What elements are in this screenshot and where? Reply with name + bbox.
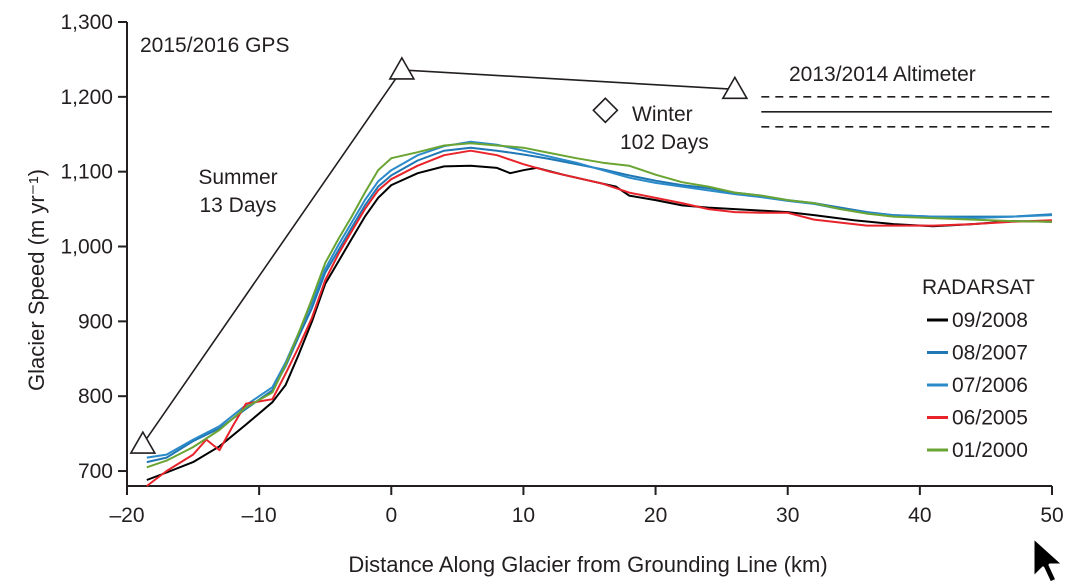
y-ticks: 700 800 900 1,000 1,100 1,200 1,300 [60, 11, 127, 483]
x-tick-label: 40 [908, 504, 931, 527]
y-tick-label: 900 [78, 310, 113, 333]
mouse-cursor-icon [1031, 535, 1066, 585]
legend: RADARSAT 09/2008 08/2007 07/2006 06/2005 01/… [922, 276, 1035, 462]
x-tick-label: 20 [644, 504, 667, 527]
y-tick-label: 700 [78, 460, 113, 483]
winter-label-line2: 102 Days [620, 131, 709, 154]
gps-triangle-marker [388, 56, 416, 80]
winter-diamond-marker [592, 97, 619, 124]
x-tick-label: 10 [512, 504, 535, 527]
y-tick-label: 1,200 [60, 86, 113, 109]
legend-entry-label: 08/2007 [952, 342, 1028, 365]
altimeter-group [761, 96, 1052, 128]
series-line-09-2008 [146, 164, 1053, 481]
x-ticks: –20 –10 0 10 20 30 40 50 [109, 486, 1064, 527]
series-group [146, 140, 1053, 487]
gps-markers [129, 56, 749, 454]
axes: –20 –10 0 10 20 30 40 50 700 800 900 1,000 1,100 1,2… [60, 11, 1063, 527]
legend-entry-label: 09/2008 [952, 309, 1028, 332]
x-tick-label: 50 [1040, 504, 1063, 527]
gps-triangle-marker [721, 75, 749, 100]
gps-triangle-marker [129, 430, 157, 454]
series-line-08-2007 [146, 146, 1053, 464]
y-tick-label: 1,100 [60, 161, 113, 184]
x-tick-label: –20 [109, 504, 144, 527]
series-line-07-2006 [146, 140, 1053, 459]
legend-entry-label: 06/2005 [952, 407, 1028, 430]
series-line-01-2000 [146, 142, 1053, 469]
summer-label-line1: Summer [198, 166, 277, 189]
legend-entry-label: 07/2006 [952, 374, 1028, 397]
gps-group [129, 56, 749, 454]
altimeter-label: 2013/2014 Altimeter [789, 63, 976, 86]
gps-line [142, 69, 735, 445]
winter-label-line1: Winter [632, 103, 693, 126]
y-axis-label: Glacier Speed (m yr⁻¹) [24, 169, 49, 391]
x-tick-label: 0 [385, 504, 397, 527]
y-tick-label: 800 [78, 385, 113, 408]
y-tick-label: 1,300 [60, 11, 113, 34]
x-tick-label: –10 [242, 504, 277, 527]
legend-title: RADARSAT [922, 276, 1035, 299]
legend-entries: 09/2008 08/2007 07/2006 06/2005 01/2000 [927, 309, 1028, 462]
y-tick-label: 1,000 [60, 236, 113, 259]
series-line-06-2005 [146, 149, 1053, 487]
gps-label: 2015/2016 GPS [140, 34, 289, 57]
summer-label-line2: 13 Days [199, 194, 276, 217]
legend-entry-label: 01/2000 [952, 439, 1028, 462]
x-axis-label: Distance Along Glacier from Grounding Li… [348, 552, 827, 577]
x-tick-label: 30 [776, 504, 799, 527]
